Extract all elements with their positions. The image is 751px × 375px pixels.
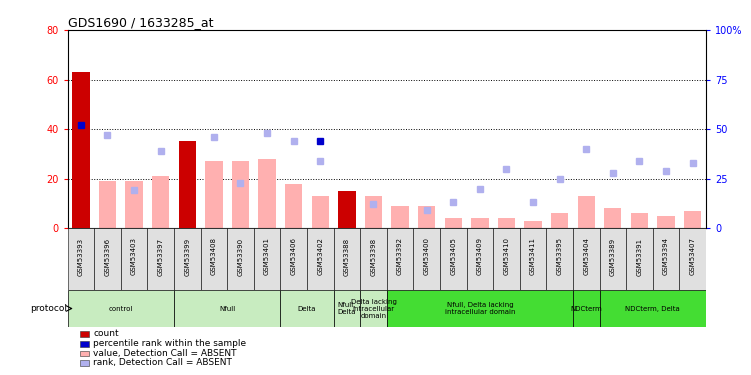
Bar [80, 360, 89, 366]
Bar [174, 290, 280, 327]
Bar [605, 209, 622, 228]
Text: GSM53397: GSM53397 [158, 237, 164, 276]
Bar [201, 228, 227, 290]
Bar [179, 141, 196, 228]
Text: GSM53408: GSM53408 [211, 237, 217, 275]
Bar [387, 228, 413, 290]
Text: GSM53406: GSM53406 [291, 237, 297, 275]
Bar [338, 191, 355, 228]
Bar [179, 221, 196, 228]
Text: count: count [93, 329, 119, 338]
Bar [387, 290, 573, 327]
Bar [599, 290, 706, 327]
Text: Nfull: Nfull [219, 306, 235, 312]
Bar [498, 218, 515, 228]
Bar [360, 228, 387, 290]
Text: GSM53398: GSM53398 [370, 237, 376, 276]
Text: GSM53396: GSM53396 [104, 237, 110, 276]
Text: GSM53388: GSM53388 [344, 237, 350, 276]
Text: GSM53389: GSM53389 [610, 237, 616, 276]
Text: GSM53402: GSM53402 [317, 237, 323, 275]
Bar [227, 228, 254, 290]
Text: GSM53395: GSM53395 [556, 237, 562, 275]
Bar [626, 228, 653, 290]
Bar [307, 228, 333, 290]
Bar [99, 181, 116, 228]
Bar [440, 228, 466, 290]
Bar [391, 206, 409, 228]
Bar [333, 228, 360, 290]
Bar [232, 161, 249, 228]
Text: GSM53401: GSM53401 [264, 237, 270, 275]
Text: GSM53390: GSM53390 [237, 237, 243, 276]
Text: percentile rank within the sample: percentile rank within the sample [93, 339, 246, 348]
Bar [680, 228, 706, 290]
Bar [360, 290, 387, 327]
Text: GSM53405: GSM53405 [451, 237, 457, 275]
Text: GSM53394: GSM53394 [663, 237, 669, 275]
Bar [80, 341, 89, 346]
Bar [80, 331, 89, 337]
Bar [551, 213, 569, 228]
Bar [280, 290, 333, 327]
Text: Delta: Delta [297, 306, 316, 312]
Bar [631, 213, 648, 228]
Bar [573, 228, 599, 290]
Bar [466, 228, 493, 290]
Text: rank, Detection Call = ABSENT: rank, Detection Call = ABSENT [93, 358, 232, 368]
Text: Delta lacking
intracellular
domain: Delta lacking intracellular domain [351, 298, 397, 318]
Bar [524, 221, 541, 228]
Bar [445, 218, 462, 228]
Text: protocol: protocol [31, 304, 68, 313]
Bar [125, 181, 143, 228]
Text: Nfull,
Delta: Nfull, Delta [338, 302, 356, 315]
Text: NDCterm, Delta: NDCterm, Delta [626, 306, 680, 312]
Bar [493, 228, 520, 290]
Bar [258, 159, 276, 228]
Text: GDS1690 / 1633285_at: GDS1690 / 1633285_at [68, 16, 213, 29]
Text: GSM53404: GSM53404 [584, 237, 590, 275]
Bar [94, 228, 121, 290]
Bar [152, 176, 169, 228]
Text: GSM53411: GSM53411 [530, 237, 536, 275]
Bar [285, 183, 303, 228]
Bar [333, 290, 360, 327]
Bar [365, 196, 382, 228]
Bar [280, 228, 307, 290]
Bar [413, 228, 440, 290]
Bar [418, 206, 436, 228]
Bar [80, 351, 89, 356]
Text: value, Detection Call = ABSENT: value, Detection Call = ABSENT [93, 349, 237, 358]
Text: GSM53410: GSM53410 [503, 237, 509, 275]
Bar [254, 228, 280, 290]
Bar [657, 216, 674, 228]
Bar [121, 228, 147, 290]
Bar [599, 228, 626, 290]
Bar [520, 228, 547, 290]
Text: control: control [109, 306, 133, 312]
Text: GSM53409: GSM53409 [477, 237, 483, 275]
Bar [174, 228, 201, 290]
Text: GSM53391: GSM53391 [636, 237, 642, 276]
Bar [72, 72, 89, 228]
Text: GSM53407: GSM53407 [689, 237, 695, 275]
Bar [68, 228, 94, 290]
Text: Nfull, Delta lacking
intracellular domain: Nfull, Delta lacking intracellular domai… [445, 302, 515, 315]
Bar [68, 290, 174, 327]
Text: GSM53392: GSM53392 [397, 237, 403, 275]
Bar [653, 228, 680, 290]
Bar [312, 196, 329, 228]
Text: NDCterm: NDCterm [570, 306, 602, 312]
Bar [573, 290, 599, 327]
Bar [547, 228, 573, 290]
Bar [578, 196, 595, 228]
Text: GSM53400: GSM53400 [424, 237, 430, 275]
Bar [147, 228, 174, 290]
Text: GSM53403: GSM53403 [131, 237, 137, 275]
Text: GSM53393: GSM53393 [78, 237, 84, 276]
Bar [684, 211, 701, 228]
Bar [205, 161, 222, 228]
Text: GSM53399: GSM53399 [184, 237, 190, 276]
Bar [471, 218, 488, 228]
